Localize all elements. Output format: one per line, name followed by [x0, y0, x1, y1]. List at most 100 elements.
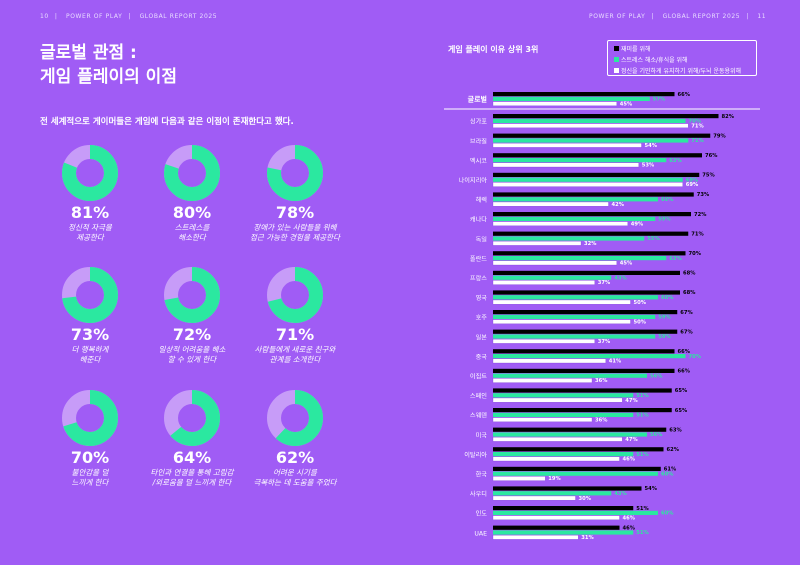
bar — [493, 525, 620, 530]
stat-percent: 80% — [172, 203, 212, 222]
data-label: 82% — [722, 114, 735, 120]
bar — [492, 495, 576, 501]
bar — [493, 172, 700, 177]
category-label: 프랑스 — [470, 276, 487, 283]
category-label: 독일 — [476, 235, 488, 243]
legend-label: 재미를 위해 — [621, 46, 651, 53]
data-label: 76% — [705, 153, 718, 159]
bar — [493, 349, 675, 354]
legend-item: 스트레스 해소/휴식을 위해 — [614, 54, 756, 65]
stat-description: 일상적 어려움을 해소 할 수 있게 한다 — [158, 345, 226, 364]
bar — [493, 412, 634, 417]
bar — [493, 471, 658, 476]
chart-legend: 재미를 위해 스트레스 해소/휴식을 위해 정신을 기민하게 유지하기 위해/두… — [607, 40, 757, 76]
data-label: 66% — [678, 349, 691, 355]
donut-value-arc — [62, 267, 118, 323]
donut-value-arc — [267, 267, 323, 323]
category-label: 인도 — [476, 511, 488, 518]
data-label: 60% — [661, 511, 674, 517]
bar — [492, 260, 617, 266]
legend-item: 정신을 기민하게 유지하기 위해/두뇌 운동용위해 — [614, 65, 756, 76]
legend-swatch — [614, 68, 619, 73]
data-label: 49% — [631, 221, 644, 227]
stat-description: 사람들에게 새로운 친구와 관계를 소개한다 — [254, 345, 336, 364]
category-label: 캐나다 — [470, 216, 487, 224]
data-label: 56% — [650, 373, 663, 379]
bar — [493, 506, 634, 511]
bar — [492, 241, 582, 246]
bar — [492, 201, 609, 207]
bar — [493, 212, 691, 217]
stat-item: 62% 어려운 시기를 극복하는 데 도움을 주었다 — [240, 390, 350, 488]
bar — [493, 314, 656, 319]
category-label: 사우디 — [470, 490, 487, 498]
bar — [493, 354, 686, 359]
stat-description: 어려운 시기를 극복하는 데 도움을 주었다 — [253, 468, 337, 487]
category-label: 스페인 — [470, 392, 487, 400]
data-label: 36% — [595, 417, 608, 423]
data-label: 37% — [598, 339, 611, 345]
bar — [493, 275, 612, 280]
data-label: 63% — [669, 427, 682, 433]
stat-item: 78% 장애가 있는 사람들을 위해 접근 가능한 경험을 제공한다 — [240, 145, 350, 243]
data-label: 68% — [683, 271, 696, 277]
stat-item: 81% 정신적 자극을 제공한다 — [35, 145, 145, 243]
bar — [493, 452, 634, 457]
data-label: 63% — [669, 158, 682, 164]
data-label: 73% — [697, 192, 710, 198]
data-label: 41% — [609, 359, 622, 365]
stat-description: 스트레스를 해소한다 — [174, 223, 210, 242]
stat-item: 70% 불안감을 덜 느끼게 한다 — [35, 390, 145, 488]
donut-chart — [267, 145, 323, 201]
data-label: 60% — [661, 295, 674, 301]
data-label: 51% — [636, 393, 649, 399]
data-label: 71% — [691, 231, 704, 237]
donut-value-arc — [62, 390, 118, 446]
data-label: 60% — [661, 471, 674, 477]
bar — [492, 397, 623, 403]
page-number-right: 11 — [757, 13, 767, 20]
data-label: 63% — [669, 256, 682, 262]
page-subtitle: 전 세계적으로 게이머들은 게임에 다음과 같은 이점이 존재한다고 했다. — [40, 117, 294, 127]
data-label: 59% — [658, 217, 671, 223]
data-label: 65% — [675, 388, 688, 394]
category-label: 호주 — [476, 315, 488, 322]
data-label: 50% — [634, 319, 647, 325]
category-label: 헤렉 — [476, 196, 488, 204]
stat-item: 73% 더 행복하게 해준다 — [35, 267, 145, 365]
category-label: 스웨덴 — [470, 412, 487, 420]
data-label: 67% — [680, 329, 693, 335]
bar — [493, 177, 683, 182]
category-label: 한국 — [476, 472, 488, 479]
bar — [493, 334, 656, 339]
bar — [493, 486, 642, 491]
bar — [493, 530, 634, 535]
donut-chart — [62, 390, 118, 446]
data-label: 47% — [625, 398, 638, 404]
header-right: POWER OF PLAY | GLOBAL REPORT 2025 | 11 — [589, 13, 767, 20]
data-label: 71% — [691, 123, 704, 129]
bar — [493, 447, 664, 452]
data-label: 61% — [664, 467, 677, 473]
data-label: 50% — [634, 300, 647, 306]
data-label: 54% — [645, 143, 658, 149]
data-label: 57% — [653, 97, 666, 103]
report-left: GLOBAL REPORT 2025 — [139, 13, 218, 20]
legend-item: 재미를 위해 — [614, 43, 756, 54]
bar — [492, 280, 595, 285]
data-label: 51% — [636, 452, 649, 458]
bar — [493, 432, 647, 437]
stat-description: 더 행복하게 해준다 — [71, 345, 109, 364]
bar — [492, 143, 642, 148]
data-label: 51% — [636, 530, 649, 536]
donut-value-arc — [164, 145, 220, 201]
category-label: 나이지리아 — [459, 177, 488, 185]
category-label: 중국 — [476, 354, 488, 361]
bar — [493, 310, 678, 315]
legend-swatch — [614, 57, 619, 62]
bar — [492, 378, 593, 383]
category-label: 이탈리아 — [464, 451, 487, 459]
data-label: 36% — [595, 378, 608, 384]
data-label: 59% — [658, 334, 671, 340]
donut-value-arc — [62, 145, 118, 201]
